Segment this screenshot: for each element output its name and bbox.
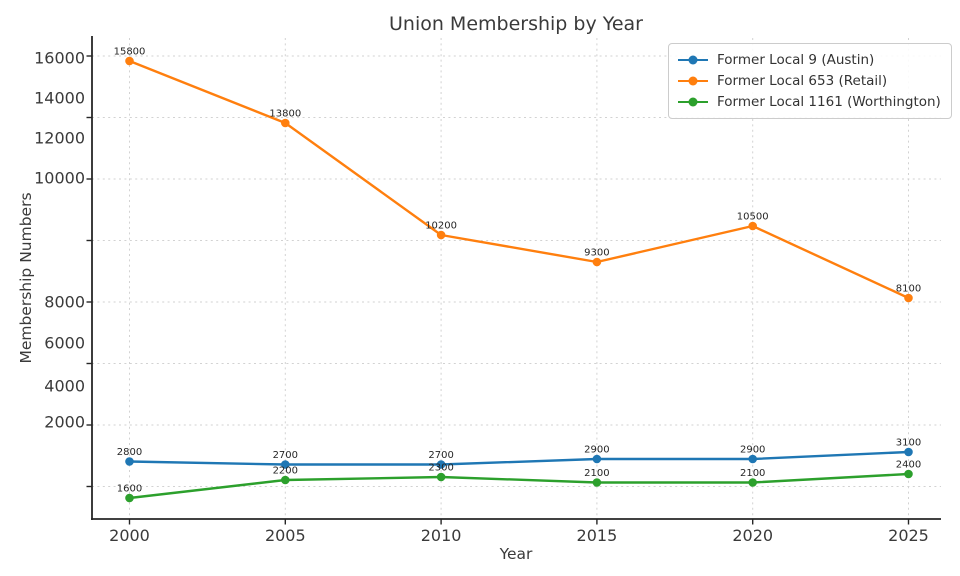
data-point — [436, 230, 446, 240]
data-point — [904, 293, 913, 303]
x-tick-label: 2020 — [732, 526, 773, 545]
data-label: 2700 — [428, 450, 453, 461]
data-label: 2100 — [740, 468, 765, 479]
x-tick-label: 2000 — [109, 526, 150, 545]
legend-line-marker-icon — [678, 55, 708, 65]
chart-title: Union Membership by Year — [389, 13, 643, 35]
data-label: 15800 — [114, 47, 146, 58]
y-tick-label: 12000 — [34, 129, 85, 148]
data-point — [125, 56, 134, 66]
legend-dot — [688, 55, 698, 65]
y-tick-label: 16000 — [34, 49, 85, 68]
data-label: 3100 — [896, 438, 921, 449]
data-label: 10200 — [425, 221, 457, 232]
legend-line-marker-icon — [678, 97, 708, 107]
y-tick-label: 2000 — [44, 413, 85, 432]
legend-dot — [688, 97, 698, 107]
data-label: 2200 — [273, 466, 298, 477]
data-label: 9300 — [584, 248, 609, 259]
data-point — [748, 454, 757, 464]
data-point — [281, 118, 290, 128]
y-axis-title: Membership Numbers — [17, 192, 35, 364]
y-tick-label: 14000 — [34, 89, 85, 108]
series-line-1 — [128, 59, 910, 300]
x-tick-label: 2005 — [265, 526, 306, 545]
data-point — [748, 221, 757, 231]
x-tick-label: 2010 — [421, 526, 462, 545]
legend-line-marker-icon — [678, 76, 708, 86]
data-point — [281, 475, 290, 485]
data-point — [436, 460, 446, 469]
legend-item: Former Local 1161 (Worthington) — [678, 93, 941, 111]
legend-item: Former Local 9 (Austin) — [678, 51, 941, 69]
legend-label: Former Local 1161 (Worthington) — [717, 94, 941, 110]
data-point — [125, 493, 134, 503]
data-label: 8100 — [896, 284, 921, 295]
data-point — [904, 447, 913, 457]
x-tick-label: 2015 — [577, 526, 618, 545]
legend-dot — [688, 76, 698, 86]
data-label: 2900 — [740, 445, 765, 456]
data-point — [592, 478, 602, 487]
x-axis-title: Year — [499, 545, 533, 563]
data-point — [125, 457, 134, 466]
series-line-2 — [128, 472, 910, 500]
data-label: 1600 — [117, 484, 142, 495]
y-tick-label: 8000 — [44, 293, 85, 312]
data-point — [592, 454, 602, 464]
series-line-0 — [128, 450, 910, 466]
data-label: 13800 — [269, 109, 301, 120]
data-label: 2300 — [428, 463, 453, 474]
data-point — [436, 472, 446, 482]
data-point — [592, 257, 602, 267]
data-point — [281, 460, 290, 469]
data-label: 10500 — [737, 212, 769, 223]
legend: Former Local 9 (Austin) Former Local 653 … — [668, 43, 952, 119]
x-tick-label: 2025 — [888, 526, 929, 545]
data-label: 2700 — [273, 450, 298, 461]
y-tick-label: 10000 — [34, 169, 85, 188]
data-label: 2400 — [896, 460, 921, 471]
y-tick-label: 4000 — [44, 377, 85, 396]
y-tick-label: 6000 — [44, 334, 85, 353]
data-label: 2100 — [584, 468, 609, 479]
data-point — [748, 478, 757, 487]
data-label: 2900 — [584, 445, 609, 456]
legend-label: Former Local 653 (Retail) — [717, 73, 888, 89]
data-label: 2800 — [117, 447, 142, 458]
legend-label: Former Local 9 (Austin) — [717, 52, 875, 68]
legend-item: Former Local 653 (Retail) — [678, 72, 941, 90]
data-point — [904, 469, 913, 479]
